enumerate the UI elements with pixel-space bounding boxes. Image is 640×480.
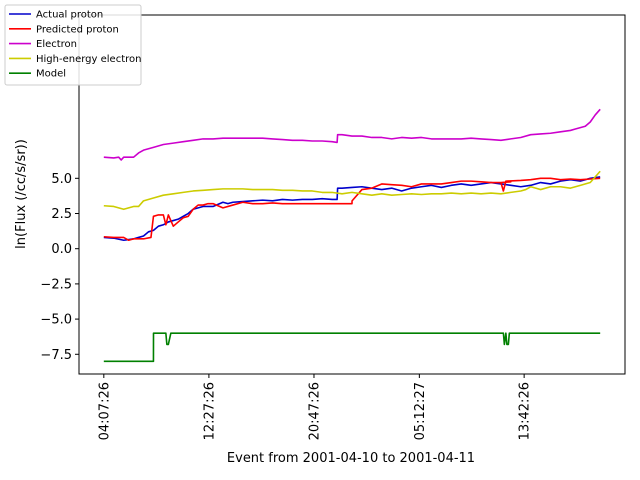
- legend-label-4: Model: [36, 69, 66, 80]
- legend-label-3: High-energy electron: [36, 54, 141, 65]
- y-tick-label-1: −5.0: [40, 313, 72, 328]
- plot-frame: [78, 14, 626, 375]
- x-tick-label-2: 20:47:26: [307, 382, 322, 440]
- x-tick-label-4: 13:42:26: [518, 382, 533, 440]
- y-axis-label: ln(Flux (/cc/s/sr)): [14, 139, 29, 249]
- legend-box: [4, 4, 142, 86]
- y-tick-label-3: 0.0: [51, 242, 72, 257]
- y-tick-label-2: −2.5: [40, 277, 72, 292]
- x-tick-label-0: 04:07:26: [97, 382, 112, 440]
- series-line-3: [103, 170, 601, 211]
- y-axis: −7.5 −5.0 −2.5 0.0 2.5 5.0: [40, 172, 79, 363]
- series-line-4: [103, 332, 601, 363]
- y-tick-label-5: 5.0: [51, 172, 72, 187]
- series-layer: [103, 108, 601, 363]
- legend-label-2: Electron: [36, 39, 77, 50]
- series-line-0: [103, 176, 601, 242]
- y-tick-label-0: −7.5: [40, 348, 72, 363]
- x-tick-label-3: 05:12:27: [413, 382, 428, 440]
- x-axis: 04:07:26 12:27:26 20:47:26 05:12:27 13:42:26: [97, 374, 533, 440]
- legend-label-0: Actual proton: [36, 10, 103, 21]
- series-line-2: [103, 108, 601, 161]
- legend: Actual proton Predicted proton Electron Hig…: [4, 4, 142, 86]
- x-axis-label: Event from 2001-04-10 to 2001-04-11: [227, 451, 475, 466]
- series-line-1: [103, 177, 601, 242]
- y-tick-label-4: 2.5: [51, 207, 72, 222]
- x-tick-label-1: 12:27:26: [202, 382, 217, 440]
- legend-label-1: Predicted proton: [36, 24, 119, 35]
